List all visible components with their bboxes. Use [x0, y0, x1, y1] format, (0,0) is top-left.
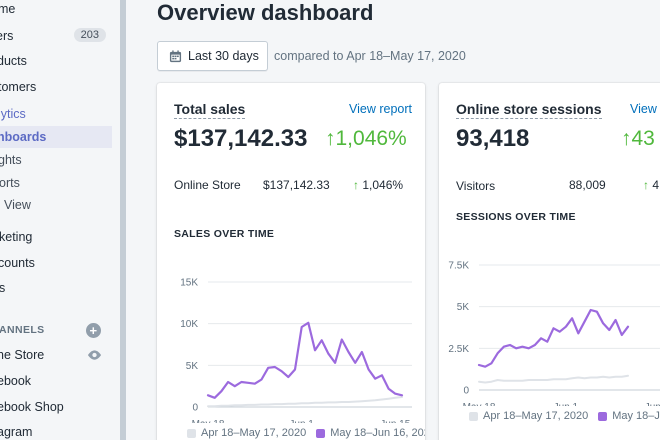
visitors-value: 88,009 [569, 178, 606, 192]
legend-label-previous: Apr 18–May 17, 2020 [483, 410, 589, 422]
x-tick-label: Jun 1 [554, 402, 579, 406]
sidebar-item-label: me [0, 2, 16, 16]
sidebar-item-marketing[interactable]: keting [0, 226, 112, 248]
online-store-change: ↑ 1,046% [353, 178, 403, 192]
sidebar-item-label: ebook Shop [0, 400, 64, 414]
sessions-chart-legend: Apr 18–May 17, 2020 May 18–Jun [469, 410, 660, 422]
x-tick-label: Jun [645, 402, 660, 406]
calendar-icon [169, 49, 182, 62]
sidebar-item-analytics[interactable]: lytics [0, 103, 112, 125]
sidebar-item-label: lytics [0, 107, 26, 121]
y-tick-label: 0 [463, 386, 469, 397]
legend-label-current: May 18–Jun 16, 2020 [330, 427, 425, 439]
sidebar-item-discounts[interactable]: counts [0, 252, 112, 274]
previous-period-line [207, 396, 403, 408]
sessions-chart-title: SESSIONS OVER TIME [456, 211, 576, 223]
sales-channels-label: ANNELS [0, 324, 45, 336]
sales-channels-header: ANNELS + [0, 321, 112, 339]
sessions-value: 93,418 [456, 125, 530, 152]
legend-label-previous: Apr 18–May 17, 2020 [201, 427, 307, 439]
y-tick-label: 2.5K [448, 344, 469, 355]
legend-swatch-current [598, 411, 608, 421]
total-sales-title[interactable]: Total sales [174, 101, 246, 119]
x-tick-label: Jun 1 [289, 419, 314, 423]
sidebar-item-reports[interactable]: orts [0, 172, 112, 194]
date-range-button[interactable]: Last 30 days [157, 41, 268, 71]
total-sales-value: $137,142.33 [174, 125, 308, 152]
sidebar-item-label: agram [0, 425, 33, 439]
online-store-sessions-card: Online store sessions View r 93,418 ↑43 … [439, 83, 660, 440]
sidebar-item-facebook-shop[interactable]: ebook Shop [0, 396, 112, 418]
sidebar-item-home[interactable]: me [0, 0, 112, 22]
x-tick-label: May 18 [463, 402, 496, 406]
sidebar-item-label: ebook [0, 374, 32, 388]
x-tick-label: Jun 15 [380, 419, 410, 423]
y-tick-label: 15K [180, 278, 198, 289]
sidebar-item-label: ers [0, 29, 14, 43]
x-tick-label: May 18 [192, 419, 225, 423]
online-store-label: Online Store [174, 178, 241, 192]
sidebar-item-label: View [4, 198, 31, 212]
total-sales-card: Total sales View report $137,142.33 ↑1,0… [157, 83, 425, 440]
sessions-change: ↑43 [621, 127, 655, 150]
sidebar-item-label: keting [0, 230, 33, 244]
visitors-change: ↑ 4 [643, 178, 659, 192]
sidebar-item-label: ghts [0, 153, 22, 167]
sidebar-item-label: s [0, 281, 6, 295]
sidebar-item-facebook[interactable]: ebook [0, 370, 112, 392]
sidebar-item-online-store[interactable]: ne Store [0, 344, 112, 366]
y-tick-label: 5K [457, 302, 470, 313]
sidebar-item-label: hboards [0, 130, 47, 144]
sidebar-item-label: tomers [0, 80, 37, 94]
y-tick-label: 10K [180, 319, 198, 330]
y-tick-label: 5K [186, 361, 199, 372]
eye-icon[interactable] [87, 349, 102, 361]
comparison-text: compared to Apr 18–May 17, 2020 [274, 49, 466, 63]
up-arrow-icon: ↑ [643, 178, 649, 192]
total-sales-change: ↑1,046% [325, 127, 407, 150]
current-period-line [477, 308, 630, 368]
page-title: Overview dashboard [157, 0, 374, 25]
legend-swatch-previous [469, 411, 478, 421]
sessions-over-time-chart: 0 2.5K 5K 7.5K May 18 Jun 1 Jun [448, 261, 660, 406]
online-store-change-value: 1,046% [362, 178, 404, 192]
sidebar-item-products[interactable]: ducts [0, 50, 112, 72]
date-range-label: Last 30 days [188, 49, 259, 63]
up-arrow-icon: ↑ [353, 178, 359, 192]
sidebar-item-insights[interactable]: ghts [0, 149, 112, 171]
sidebar-item-apps[interactable]: s [0, 277, 112, 299]
sidebar-divider[interactable] [120, 0, 126, 440]
sales-chart-legend: Apr 18–May 17, 2020 May 18–Jun 16, 2020 [187, 427, 425, 439]
sidebar: me ers 203 ducts tomers lytics hboards gh… [0, 0, 120, 440]
sidebar-item-label: ducts [0, 54, 27, 68]
sales-over-time-chart: 0 5K 10K 15K May 18 Jun 1 Jun 15 [180, 278, 412, 423]
legend-swatch-previous [187, 428, 196, 438]
view-report-link[interactable]: View r [630, 102, 660, 116]
view-report-link[interactable]: View report [349, 102, 412, 116]
visitors-label: Visitors [456, 179, 496, 193]
sidebar-item-instagram[interactable]: agram [0, 421, 112, 440]
visitors-change-value: 4 [652, 178, 660, 192]
online-store-value: $137,142.33 [263, 178, 330, 192]
y-tick-label: 0 [192, 403, 198, 414]
y-tick-label: 7.5K [448, 261, 469, 272]
sidebar-item-customers[interactable]: tomers [0, 76, 112, 98]
sidebar-item-dashboards[interactable]: hboards [0, 126, 112, 148]
add-channel-icon[interactable]: + [86, 322, 101, 338]
sidebar-item-live-view[interactable]: View [0, 194, 112, 216]
sidebar-item-label: orts [0, 176, 20, 190]
sidebar-item-label: ne Store [0, 348, 45, 362]
current-period-line [206, 321, 404, 399]
sidebar-item-orders[interactable]: ers 203 [0, 25, 112, 47]
sales-chart-title: SALES OVER TIME [174, 228, 275, 240]
sessions-title[interactable]: Online store sessions [456, 101, 602, 119]
orders-count-badge: 203 [73, 28, 106, 42]
legend-swatch-current [316, 428, 326, 438]
previous-period-line [478, 374, 629, 384]
legend-label-current: May 18–Jun [612, 410, 660, 422]
main-content: Overview dashboard Last 30 days compared… [126, 0, 660, 440]
sidebar-item-label: counts [0, 256, 35, 270]
